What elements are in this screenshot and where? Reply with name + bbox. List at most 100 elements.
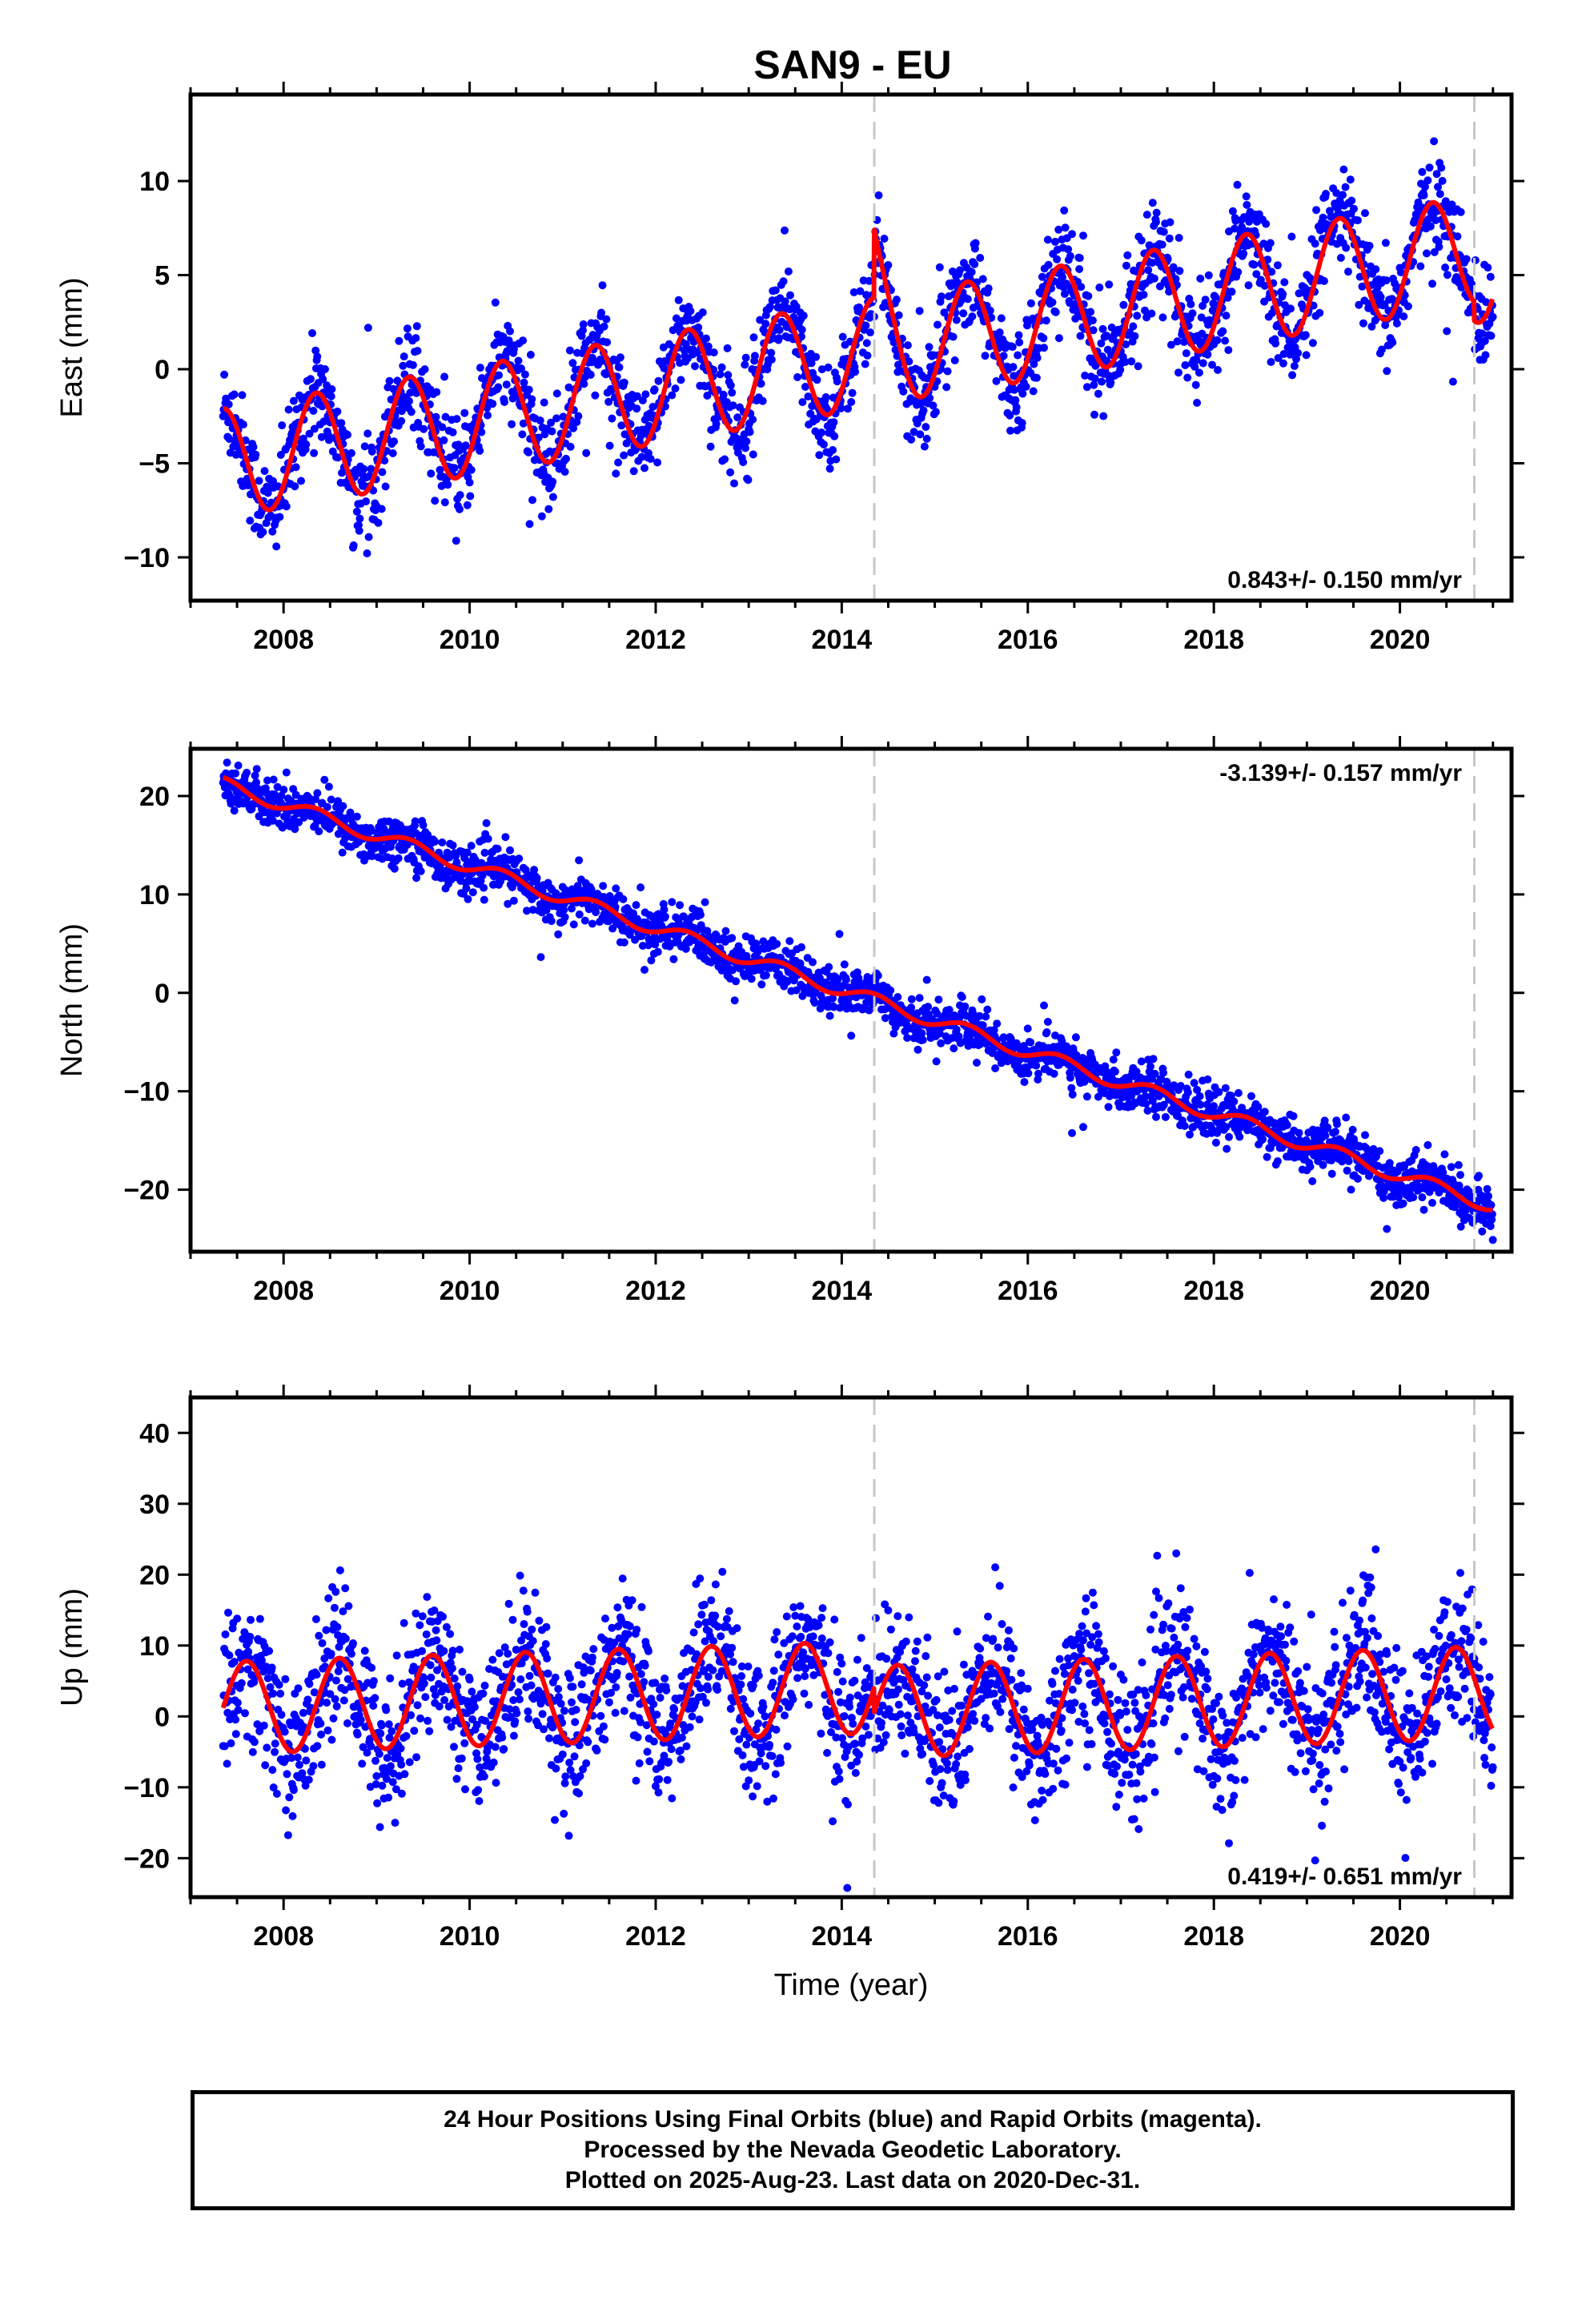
up-data-point xyxy=(288,1811,297,1820)
east-data-point xyxy=(1447,200,1456,209)
north-data-point xyxy=(1068,1090,1077,1099)
east-data-point xyxy=(798,398,807,407)
east-data-point xyxy=(620,378,628,387)
north-data-point xyxy=(681,944,690,953)
east-data-point xyxy=(591,391,600,400)
east-data-point xyxy=(477,428,486,436)
east-data-point xyxy=(1134,362,1142,371)
up-data-point xyxy=(339,1696,348,1705)
north-data-point xyxy=(1440,1150,1449,1159)
north-data-point xyxy=(983,1005,992,1014)
east-data-point xyxy=(1137,236,1146,245)
north-data-point xyxy=(1409,1193,1418,1202)
up-data-point xyxy=(317,1730,326,1739)
east-data-point xyxy=(1147,309,1156,318)
east-data-point xyxy=(432,388,441,396)
east-data-point xyxy=(305,429,314,438)
north-data-point xyxy=(1455,1181,1464,1190)
east-data-point xyxy=(745,428,754,436)
up-data-point xyxy=(285,1793,294,1802)
north-data-point xyxy=(493,844,502,853)
north-rate-label: -3.139+/- 0.157 mm/yr xyxy=(1219,760,1462,786)
east-data-point xyxy=(861,321,870,330)
east-data-point xyxy=(915,307,924,316)
east-data-point xyxy=(1456,207,1465,216)
up-data-point xyxy=(250,1738,259,1747)
east-data-point xyxy=(775,334,783,343)
north-data-point xyxy=(1331,1128,1339,1136)
north-data-point xyxy=(367,852,376,861)
up-data-point xyxy=(282,1806,291,1815)
east-data-point xyxy=(1438,176,1447,185)
north-data-point xyxy=(1488,1236,1497,1244)
east-data-point xyxy=(1214,366,1222,374)
east-data-point xyxy=(494,383,503,392)
north-data-point xyxy=(1211,1138,1220,1147)
north-data-point xyxy=(313,789,322,798)
east-data-point xyxy=(537,512,546,521)
up-data-point xyxy=(303,1695,312,1704)
east-data-point xyxy=(284,405,293,414)
east-data-point xyxy=(1420,183,1429,191)
east-data-point xyxy=(1274,354,1283,363)
north-data-point xyxy=(339,802,347,810)
east-data-point xyxy=(767,356,776,364)
north-data-point xyxy=(283,810,291,819)
east-data-point xyxy=(343,430,351,439)
east-data-point xyxy=(950,356,959,364)
north-data-point xyxy=(1419,1205,1428,1214)
east-data-point xyxy=(863,352,872,360)
east-data-point xyxy=(821,393,830,401)
north-data-point xyxy=(1137,1057,1146,1066)
east-data-point xyxy=(650,385,659,394)
north-data-point xyxy=(809,958,817,967)
up-data-point xyxy=(371,1756,379,1765)
east-data-point xyxy=(1481,351,1490,360)
east-data-point xyxy=(1221,336,1230,345)
east-data-point xyxy=(1430,137,1439,146)
north-data-point xyxy=(829,994,837,1003)
east-data-point xyxy=(1266,239,1275,247)
east-data-point xyxy=(1043,235,1052,244)
east-data-point xyxy=(733,413,742,422)
east-data-point xyxy=(931,408,940,416)
east-data-point xyxy=(390,437,399,446)
east-data-point xyxy=(1350,204,1358,213)
east-data-point xyxy=(1090,410,1098,419)
east-data-point xyxy=(319,375,327,384)
east-data-point xyxy=(874,191,883,199)
up-data-point xyxy=(309,1762,318,1771)
east-data-point xyxy=(797,325,806,334)
east-data-point xyxy=(393,376,402,385)
east-data-point xyxy=(495,371,503,380)
east-data-point xyxy=(441,412,450,421)
east-x-tick-label: 2018 xyxy=(1183,625,1244,655)
east-data-point xyxy=(1311,239,1319,248)
east-data-point xyxy=(327,385,336,393)
east-data-point xyxy=(1287,232,1296,241)
up-data-point xyxy=(376,1729,385,1738)
north-data-point xyxy=(560,906,568,915)
east-data-point xyxy=(1448,377,1457,386)
north-data-point xyxy=(1161,1112,1170,1121)
up-data-point xyxy=(269,1783,278,1791)
east-data-point xyxy=(536,416,544,425)
east-data-point xyxy=(311,346,320,355)
up-data-point xyxy=(343,1675,352,1683)
north-data-point xyxy=(580,916,589,925)
east-data-point xyxy=(1271,339,1280,348)
east-data-point xyxy=(456,491,464,500)
east-data-point xyxy=(1014,351,1022,360)
east-data-point xyxy=(929,401,938,410)
east-data-point xyxy=(728,388,737,397)
up-data-point xyxy=(259,1721,268,1730)
north-data-point xyxy=(1196,1100,1205,1109)
east-data-point xyxy=(1435,243,1443,251)
north-data-point xyxy=(547,917,556,926)
north-data-point xyxy=(575,856,584,865)
up-data-point xyxy=(327,1735,336,1744)
east-data-point xyxy=(605,441,614,450)
east-data-point xyxy=(1089,326,1098,335)
east-data-point xyxy=(999,352,1008,360)
north-data-point xyxy=(1361,1131,1369,1140)
